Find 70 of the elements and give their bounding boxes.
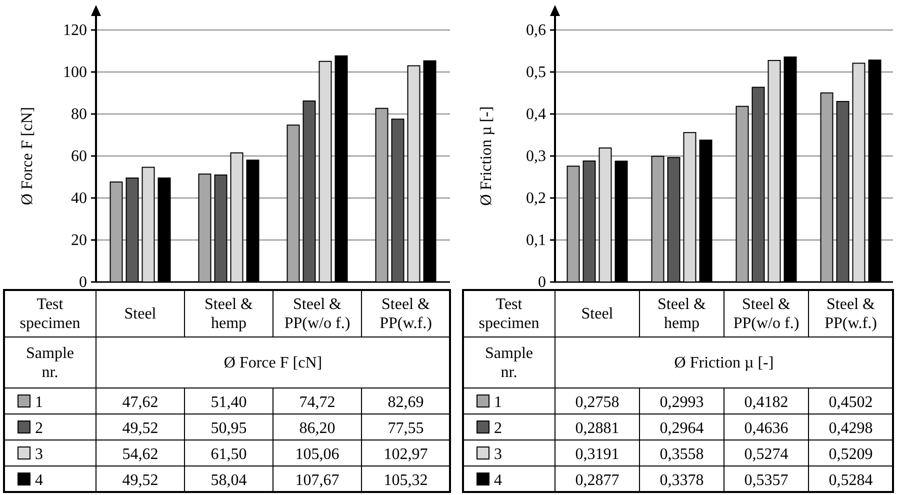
y-tick-label: 80: [71, 106, 87, 123]
y-tick-label: 100: [63, 64, 87, 81]
legend-label: 1: [35, 394, 43, 411]
text: Test specimen: [478, 296, 540, 332]
data-label: 0,2758: [575, 394, 620, 411]
data-label: 107,67: [295, 472, 340, 489]
data-label: 0,5357: [744, 472, 788, 489]
data-label: 58,04: [210, 472, 247, 489]
data-label: 102,97: [384, 446, 428, 463]
data-label: 86,20: [299, 420, 336, 437]
text: Ø Friction µ [-]: [674, 354, 774, 372]
data-label: 0,2964: [660, 420, 704, 437]
data-label: 0,3191: [575, 446, 620, 463]
y-tick-label: 0: [79, 274, 87, 291]
y-tick-label: 120: [63, 22, 87, 39]
legend-label: 2: [35, 420, 43, 437]
data-label: 105,32: [384, 472, 428, 489]
data-label: 47,62: [122, 394, 158, 411]
data-label: 74,72: [299, 394, 336, 411]
legend-label: 4: [494, 472, 502, 489]
data-label: 77,55: [388, 420, 424, 437]
data-label: 0,4182: [744, 394, 788, 411]
y-tick-label: 0,3: [526, 148, 546, 165]
text: Sample nr.: [485, 345, 533, 381]
data-label: 0,2881: [575, 420, 620, 437]
data-label: 0,5274: [744, 446, 788, 463]
data-label: 0,5209: [828, 446, 873, 463]
data-label: 51,40: [210, 394, 247, 411]
y-tick-label: 0: [538, 274, 546, 291]
legend-label: 3: [494, 446, 502, 463]
y-tick-label: 20: [71, 232, 87, 249]
y-tick-label: 40: [71, 190, 87, 207]
y-tick-label: 0,5: [526, 64, 546, 81]
text: Ø Force F [cN]: [224, 354, 322, 372]
data-label: 0,3378: [660, 472, 704, 489]
data-label: 0,5284: [828, 472, 873, 489]
text: Sample nr.: [26, 345, 74, 381]
y-tick-label: 0,4: [526, 106, 546, 123]
legend-label: 1: [494, 394, 502, 411]
y-tick-label: 60: [71, 148, 87, 165]
y-tick-label: 0,2: [526, 190, 546, 207]
legend-label: 4: [35, 472, 43, 489]
x-tick-label: Steel & PP(w.f.): [824, 296, 877, 332]
data-label: 105,06: [295, 446, 340, 463]
data-label: 54,62: [122, 446, 158, 463]
legend-label: 3: [35, 446, 43, 463]
x-tick-label: Steel & PP(w/o f.): [284, 296, 350, 332]
y-axis-title: Ø Force F [cN]: [19, 106, 36, 206]
data-label: 61,50: [210, 446, 247, 463]
y-axis-title: Ø Friction µ [-]: [478, 106, 495, 206]
data-label: 82,69: [388, 394, 424, 411]
x-tick-label: Steel & hemp: [204, 296, 254, 332]
legend-label: 2: [494, 420, 502, 437]
data-label: 0,2877: [575, 472, 620, 489]
data-label: 50,95: [210, 420, 247, 437]
x-tick-label: Steel & PP(w/o f.): [733, 296, 800, 332]
data-label: 0,4502: [828, 394, 873, 411]
data-label: 0,4636: [744, 420, 788, 437]
x-tick-label: Steel: [581, 306, 614, 322]
y-tick-label: 0,1: [526, 232, 546, 249]
data-label: 49,52: [122, 420, 158, 437]
data-label: 0,2993: [660, 394, 704, 411]
data-label: 0,4298: [828, 420, 873, 437]
data-label: 0,3558: [660, 446, 704, 463]
data-label: 49,52: [122, 472, 158, 489]
text: Test specimen: [20, 296, 80, 332]
x-tick-label: Steel: [124, 306, 157, 322]
x-tick-label: Steel & hemp: [658, 296, 707, 332]
x-tick-label: Steel & PP(w.f.): [380, 296, 432, 332]
y-tick-label: 0,6: [526, 22, 546, 39]
